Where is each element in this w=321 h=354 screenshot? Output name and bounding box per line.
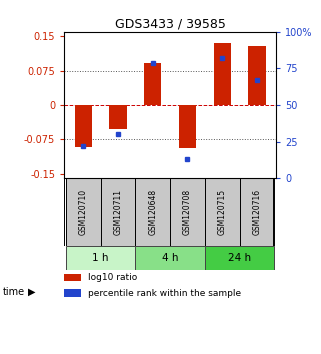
Bar — [170, 178, 205, 246]
Bar — [66, 178, 101, 246]
Bar — [213, 43, 231, 105]
Text: log10 ratio: log10 ratio — [88, 273, 137, 282]
Bar — [248, 46, 266, 105]
Text: 24 h: 24 h — [228, 253, 251, 263]
Text: percentile rank within the sample: percentile rank within the sample — [88, 289, 241, 298]
Bar — [64, 274, 81, 281]
Bar — [66, 246, 135, 269]
Text: GSM120708: GSM120708 — [183, 189, 192, 235]
Text: 4 h: 4 h — [162, 253, 178, 263]
Text: GSM120716: GSM120716 — [252, 189, 262, 235]
Bar — [205, 178, 239, 246]
Text: GSM120648: GSM120648 — [148, 189, 157, 235]
Text: ▶: ▶ — [28, 287, 36, 297]
Title: GDS3433 / 39585: GDS3433 / 39585 — [115, 18, 226, 31]
Text: 1 h: 1 h — [92, 253, 109, 263]
Bar — [64, 289, 81, 297]
Bar — [239, 178, 274, 246]
Text: GSM120711: GSM120711 — [114, 189, 123, 235]
Bar — [101, 178, 135, 246]
Text: GSM120710: GSM120710 — [79, 189, 88, 235]
Text: GSM120715: GSM120715 — [218, 189, 227, 235]
Bar — [144, 63, 161, 105]
Bar — [205, 246, 274, 269]
Bar — [179, 105, 196, 148]
Text: time: time — [3, 287, 25, 297]
Bar — [74, 105, 92, 147]
Bar — [109, 105, 127, 129]
Bar — [135, 246, 205, 269]
Bar — [135, 178, 170, 246]
